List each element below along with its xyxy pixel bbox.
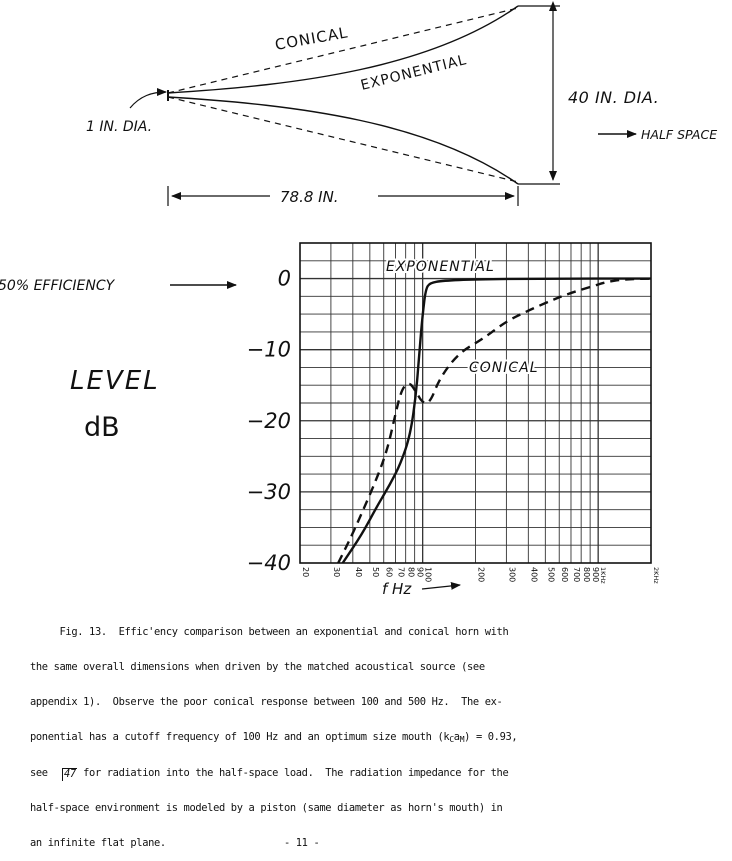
x-tick-label: 800 — [582, 567, 591, 582]
y-tick-label: −30 — [247, 480, 291, 504]
x-tick-label: 40 — [354, 567, 363, 577]
y-axis-label-level: LEVEL — [70, 366, 160, 396]
figure-page: CONICAL EXPONENTIAL 1 IN. DIA. 40 IN. DI… — [0, 1, 717, 598]
chart-series — [337, 277, 652, 564]
x-tick-label: 400 — [529, 567, 538, 582]
plot-frame — [299, 242, 652, 564]
x-axis-label-arrow — [421, 581, 461, 590]
caption-line: appendix 1). Observe the poor conical re… — [30, 695, 503, 708]
x-tick-label: 200 — [477, 567, 486, 582]
caption-line-text: ponential has a cutoff frequency of 100 … — [30, 730, 450, 743]
length-label: 78.8 IN. — [280, 188, 339, 206]
throat-pointer-arrow — [129, 88, 167, 109]
y-tick-label: 0 — [278, 267, 291, 291]
caption-line: see for radiation into the half-space lo… — [30, 767, 720, 781]
exponential-lower-edge — [167, 96, 519, 185]
exponential-series-line — [341, 277, 651, 564]
x-tick-label: 50 — [371, 567, 380, 577]
x-tick-label: 2KHz — [652, 567, 660, 584]
conical-upper-edge — [167, 7, 519, 94]
x-tick-label: 900 — [591, 567, 600, 582]
x-tick-label: 30 — [332, 567, 341, 577]
throat-diameter-label: 1 IN. DIA. — [86, 119, 152, 135]
x-tick-label: 80 — [407, 567, 416, 577]
reference-number: 47 — [62, 768, 77, 781]
y-tick-label: −40 — [247, 551, 291, 575]
conical-curve-label: CONICAL — [469, 360, 539, 376]
y-tick-label: −20 — [247, 409, 291, 433]
x-tick-label: 300 — [507, 567, 516, 582]
caption-line-text: see for radiation into the half-space lo… — [30, 767, 509, 780]
efficiency-chart: 20 30 40 50 60 70 80 90 100 200 300 400 500 600 700 800… — [0, 242, 660, 598]
x-tick-label: 100 — [424, 567, 433, 582]
exponential-horn-label: EXPONENTIAL — [359, 52, 468, 94]
mouth-diameter-label: 40 IN. DIA. — [568, 88, 659, 107]
x-tick-label: 60 — [385, 567, 394, 577]
caption-line: an infinite flat plane. - 11 - — [30, 836, 320, 849]
conical-series-line — [337, 277, 652, 564]
x-tick-labels: 20 30 40 50 60 70 80 90 100 200 300 400 500 600 700 800… — [301, 567, 660, 584]
x-tick-label: 600 — [560, 567, 569, 582]
caption-line: Fig. 13. Effic'ency comparison between a… — [30, 626, 509, 639]
horn-diagram: CONICAL EXPONENTIAL 1 IN. DIA. 40 IN. DI… — [86, 1, 717, 206]
half-space-label: HALF SPACE — [641, 127, 717, 142]
caption-line-suffix: = 0.93, — [470, 730, 518, 743]
caption-line: half-space environment is modeled by a p… — [30, 802, 503, 815]
x-tick-label: 1KHz — [599, 567, 607, 584]
caption-line: ponential has a cutoff frequency of 100 … — [30, 730, 720, 746]
figure-caption: Fig. 13. Effic'ency comparison between a… — [30, 604, 720, 861]
x-axis-label: f Hz — [382, 580, 412, 598]
conical-lower-edge — [167, 96, 519, 183]
x-tick-label: 700 — [572, 567, 581, 582]
efficiency-marker-label: 50% EFFICIENCY — [0, 278, 116, 294]
exponential-curve-label: EXPONENTIAL — [386, 259, 495, 275]
x-tick-label: 90 — [416, 567, 425, 577]
y-axis-label-unit: dB — [84, 412, 120, 443]
y-tick-label: −10 — [247, 338, 291, 362]
x-tick-label: 20 — [301, 567, 310, 577]
exponential-upper-edge — [167, 5, 519, 94]
x-tick-label: 70 — [396, 567, 405, 577]
y-tick-labels: 0 −10 −20 −30 −40 — [247, 267, 291, 575]
caption-line: the same overall dimensions when driven … — [30, 660, 485, 673]
chart-grid — [300, 243, 651, 563]
conical-horn-label: CONICAL — [274, 23, 350, 54]
x-tick-label: 500 — [546, 567, 555, 582]
